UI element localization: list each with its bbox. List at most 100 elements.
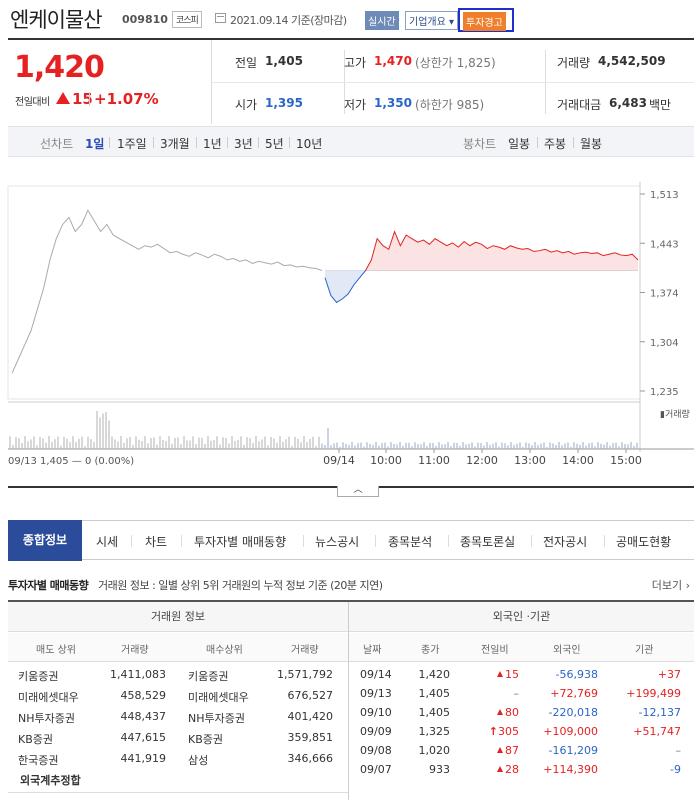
tab-analysis[interactable]: 종목분석 [388,535,433,549]
candle-tab-monthly[interactable]: 월봉 [580,137,603,151]
volume-label: 거래량 [557,56,591,70]
row-institution: +199,499 [626,687,681,700]
corp-info-dropdown[interactable]: 기업개요 ▾ [405,11,459,30]
line-chart-label: 선차트 [40,137,74,151]
row-diff-value: 305 [498,725,519,738]
sell-volume: 441,919 [120,752,167,765]
divider [8,38,694,40]
period-tab-1w[interactable]: 1주일 [117,137,147,151]
row-close: 1,405 [418,706,451,719]
more-label: 더보기 [651,579,683,592]
row-diff: 80 [463,706,519,719]
divider [348,602,349,800]
buy-broker: 키움증권 [188,670,229,683]
calendar-icon [215,13,226,23]
foreign-estimate-label: 외국계추정합 [20,774,81,787]
buy-broker: KB증권 [188,733,223,746]
investment-warning-badge[interactable]: 투자경고 [463,12,506,31]
section-desc: 거래원 정보 : 일별 상위 5위 거래원의 누적 정보 기준 (20분 지연) [98,579,383,592]
row-date: 09/08 [360,744,392,757]
chevron-up-icon[interactable]: ︿ [337,486,379,497]
divider [181,535,182,547]
tab-chart[interactable]: 차트 [145,535,168,549]
main-tabs: 종합정보 시세 차트 투자자별 매매동향 뉴스공시 종목분석 종목토론실 전자공… [8,520,694,561]
upper-limit-arrow-icon: ↑ [488,725,498,738]
realtime-button[interactable]: 실시간 [365,11,399,30]
upper-limit: (상한가 1,825) [415,56,496,70]
row-date: 09/07 [360,763,392,776]
investor-table: 거래원 정보 외국인 ·기관 매도 상위 거래량 매수상위 거래량 날짜 종가 … [8,600,694,800]
divider [573,137,574,148]
y-tick-label: 1,235 [650,387,679,398]
row-diff: 28 [463,763,519,776]
prev-close: 1,405 [265,54,303,68]
period-tab-3y[interactable]: 3년 [234,137,253,151]
row-diff-value: – [513,687,520,700]
buy-volume: 676,527 [287,689,334,702]
x-tick-label: 10:00 [370,454,402,467]
sell-broker: NH투자증권 [18,712,75,725]
divider [303,535,304,547]
period-tab-1d[interactable]: 1일 [85,137,105,151]
sell-broker: 한국증권 [18,754,59,767]
price-chart[interactable]: 1,513 1,443 1,374 1,304 1,235 ▮거래량 09/14 10:00 1… [0,157,694,485]
tab-investor-trend[interactable]: 투자자별 매매동향 [194,535,287,549]
amount-unit: 백만 [649,98,672,112]
divider [89,92,90,106]
low-price: 1,350 [374,96,412,110]
price-change-value: 15 [72,90,93,108]
divider [196,137,197,148]
divider [211,82,694,83]
tab-price[interactable]: 시세 [96,535,119,549]
candle-tab-daily[interactable]: 일봉 [508,137,531,151]
row-institution: -12,137 [638,706,681,719]
warning-highlight: 투자경고 [458,8,514,32]
sell-volume: 448,437 [120,710,167,723]
period-tab-1y[interactable]: 1년 [203,137,222,151]
tab-news[interactable]: 뉴스공시 [315,535,360,549]
row-diff-value: 28 [505,763,519,776]
sell-broker: 키움증권 [18,670,59,683]
x-tick-label: 15:00 [610,454,642,467]
open-price: 1,395 [265,96,303,110]
x-tick-label: 09/14 [323,454,355,467]
price-change: 15 [56,90,93,108]
period-tab-10y[interactable]: 10년 [296,137,323,151]
row-close: 1,405 [418,687,451,700]
row-date: 09/13 [360,687,392,700]
prev-session-label: 09/13 1,405 — 0 (0.00%) [8,456,134,467]
row-foreign: -56,938 [555,668,598,681]
row-institution: +51,747 [633,725,681,738]
price-chart-svg: 1,513 1,443 1,374 1,304 1,235 ▮거래량 09/14 10:00 1… [7,182,694,467]
period-tab-3m[interactable]: 3개월 [160,137,190,151]
tab-discussion[interactable]: 종목토론실 [460,535,516,549]
buy-volume: 346,666 [287,752,334,765]
col-sell-top: 매도 상위 [36,645,76,656]
row-foreign: -161,209 [548,744,598,757]
buy-volume: 1,571,792 [277,668,333,681]
stock-header: 엔케이물산 009810 코스피 2021.09.14 기준(장마감) 실시간 … [0,0,694,38]
tab-short-selling[interactable]: 공매도현황 [616,535,672,549]
y-tick-label: 1,374 [650,289,679,300]
tab-disclosure[interactable]: 전자공시 [543,535,588,549]
divider [109,137,110,148]
tab-overview[interactable]: 종합정보 [8,520,82,561]
buy-broker: NH투자증권 [188,712,245,725]
more-link[interactable]: 더보기 › [652,577,690,593]
investor-section-header: 투자자별 매매동향 거래원 정보 : 일별 상위 5위 거래원의 누적 정보 기… [8,575,694,595]
up-area [325,231,638,271]
row-diff: ↑305 [463,725,519,738]
candle-tab-weekly[interactable]: 주봉 [544,137,567,151]
up-arrow-icon [497,747,503,753]
up-arrow-icon [497,766,503,772]
row-diff: 15 [463,668,519,681]
row-foreign: +72,769 [550,687,598,700]
amount-label: 거래대금 [557,98,602,112]
change-percent: +1.07% [94,90,159,108]
up-arrow-icon [497,671,503,677]
period-tab-5y[interactable]: 5년 [265,137,284,151]
divider [537,137,538,148]
corp-info-label: 기업개요 [409,17,446,28]
divider [289,137,290,148]
buy-volume: 401,420 [287,710,334,723]
